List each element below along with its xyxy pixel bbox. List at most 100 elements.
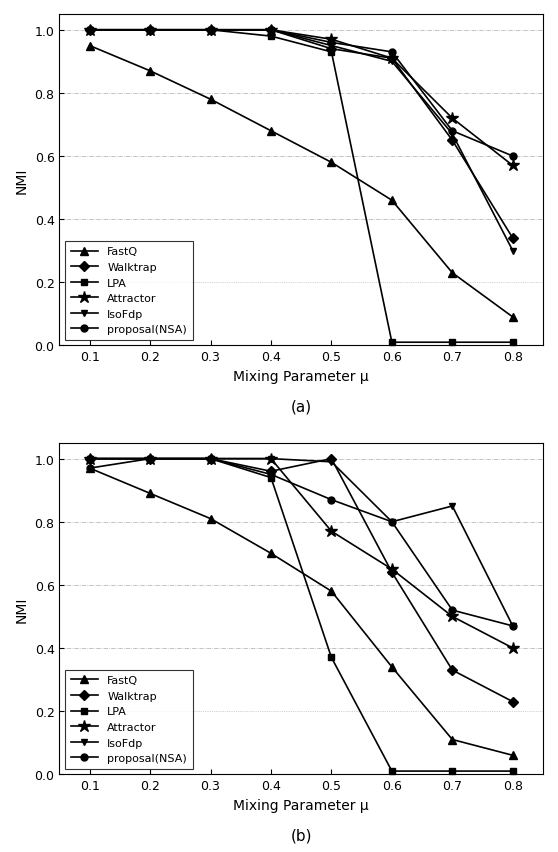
Walktrap <box>207 26 214 36</box>
Attractor <box>147 26 153 36</box>
IsoFdp <box>328 458 335 468</box>
FastQ <box>509 751 516 761</box>
Legend: FastQ, Walktrap, LPA, Attractor, IsoFdp, proposal(NSA): FastQ, Walktrap, LPA, Attractor, IsoFdp,… <box>65 242 193 341</box>
Walktrap <box>388 54 395 64</box>
Attractor <box>207 26 214 36</box>
LPA <box>328 653 335 663</box>
Walktrap <box>328 454 335 464</box>
Line: FastQ: FastQ <box>85 464 517 760</box>
IsoFdp <box>449 130 456 140</box>
Line: LPA: LPA <box>86 27 516 346</box>
Attractor <box>86 26 93 36</box>
LPA <box>509 337 516 348</box>
IsoFdp <box>449 501 456 511</box>
proposal(NSA) <box>268 26 275 36</box>
IsoFdp <box>207 26 214 36</box>
LPA <box>328 48 335 58</box>
IsoFdp <box>328 42 335 52</box>
IsoFdp <box>268 454 275 464</box>
Attractor <box>328 527 335 537</box>
IsoFdp <box>388 517 395 527</box>
FastQ <box>509 313 516 323</box>
Attractor <box>328 35 335 45</box>
FastQ <box>328 586 335 596</box>
Y-axis label: NMI: NMI <box>15 596 29 622</box>
FastQ <box>207 95 214 105</box>
proposal(NSA) <box>449 605 456 615</box>
Walktrap <box>207 454 214 464</box>
LPA <box>449 337 456 348</box>
Walktrap <box>147 26 153 36</box>
Text: (a): (a) <box>291 399 312 414</box>
FastQ <box>328 158 335 168</box>
LPA <box>388 766 395 776</box>
LPA <box>86 454 93 464</box>
Line: Attractor: Attractor <box>83 25 519 173</box>
Walktrap <box>147 454 153 464</box>
Line: proposal(NSA): proposal(NSA) <box>86 456 516 630</box>
proposal(NSA) <box>207 454 214 464</box>
Walktrap <box>509 233 516 244</box>
proposal(NSA) <box>147 454 153 464</box>
IsoFdp <box>207 454 214 464</box>
IsoFdp <box>147 26 153 36</box>
FastQ <box>86 42 93 52</box>
Line: LPA: LPA <box>86 456 516 774</box>
Walktrap <box>449 665 456 676</box>
FastQ <box>388 196 395 206</box>
proposal(NSA) <box>328 38 335 49</box>
FastQ <box>147 66 153 77</box>
proposal(NSA) <box>388 517 395 527</box>
LPA <box>449 766 456 776</box>
Line: IsoFdp: IsoFdp <box>86 27 516 255</box>
Line: FastQ: FastQ <box>85 43 517 322</box>
FastQ <box>449 268 456 279</box>
Line: Walktrap: Walktrap <box>86 27 516 242</box>
Attractor <box>449 114 456 124</box>
Attractor <box>207 454 214 464</box>
FastQ <box>86 463 93 474</box>
Attractor <box>268 26 275 36</box>
proposal(NSA) <box>509 152 516 162</box>
Walktrap <box>509 697 516 707</box>
proposal(NSA) <box>449 126 456 136</box>
X-axis label: Mixing Parameter μ: Mixing Parameter μ <box>233 370 369 383</box>
Walktrap <box>388 567 395 578</box>
LPA <box>207 454 214 464</box>
IsoFdp <box>268 26 275 36</box>
proposal(NSA) <box>147 26 153 36</box>
Walktrap <box>268 26 275 36</box>
IsoFdp <box>509 246 516 256</box>
LPA <box>268 32 275 42</box>
Line: proposal(NSA): proposal(NSA) <box>86 27 516 160</box>
Walktrap <box>449 136 456 147</box>
proposal(NSA) <box>86 463 93 474</box>
Attractor <box>86 454 93 464</box>
LPA <box>147 26 153 36</box>
proposal(NSA) <box>86 26 93 36</box>
Text: (b): (b) <box>291 827 312 843</box>
FastQ <box>147 489 153 499</box>
FastQ <box>268 126 275 136</box>
FastQ <box>449 734 456 745</box>
Attractor <box>388 564 395 574</box>
proposal(NSA) <box>509 621 516 631</box>
LPA <box>147 454 153 464</box>
Attractor <box>268 454 275 464</box>
IsoFdp <box>509 621 516 631</box>
proposal(NSA) <box>268 469 275 480</box>
Legend: FastQ, Walktrap, LPA, Attractor, IsoFdp, proposal(NSA): FastQ, Walktrap, LPA, Attractor, IsoFdp,… <box>65 670 193 769</box>
Line: Attractor: Attractor <box>83 453 519 654</box>
proposal(NSA) <box>328 495 335 505</box>
IsoFdp <box>86 454 93 464</box>
Walktrap <box>328 44 335 55</box>
Walktrap <box>86 26 93 36</box>
IsoFdp <box>388 57 395 67</box>
Attractor <box>388 54 395 64</box>
Attractor <box>449 612 456 622</box>
Walktrap <box>268 467 275 477</box>
LPA <box>388 337 395 348</box>
Walktrap <box>86 454 93 464</box>
LPA <box>86 26 93 36</box>
X-axis label: Mixing Parameter μ: Mixing Parameter μ <box>233 797 369 812</box>
